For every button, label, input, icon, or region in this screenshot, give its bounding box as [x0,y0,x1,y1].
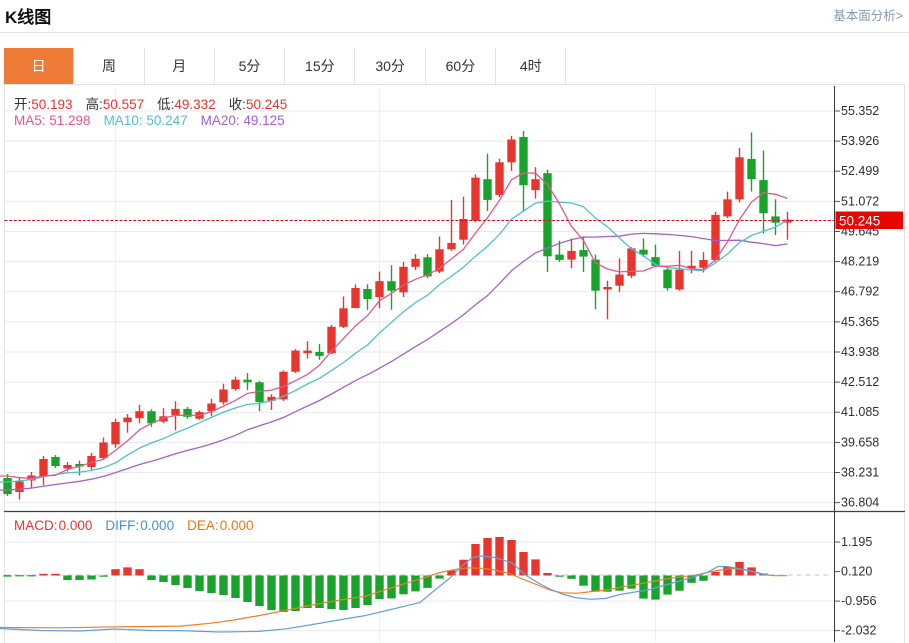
svg-text:48.219: 48.219 [841,255,879,269]
svg-text:45.365: 45.365 [841,315,879,329]
svg-text:36.804: 36.804 [841,496,879,510]
svg-text:46.792: 46.792 [841,285,879,299]
svg-text:38.231: 38.231 [841,466,879,480]
svg-text:55.352: 55.352 [841,104,879,118]
svg-text:53.926: 53.926 [841,134,879,148]
svg-text:-0.956: -0.956 [841,594,876,608]
svg-text:52.499: 52.499 [841,164,879,178]
svg-text:1.195: 1.195 [841,535,872,549]
svg-text:42.512: 42.512 [841,375,879,389]
svg-text:0.120: 0.120 [841,565,872,579]
svg-text:50.245: 50.245 [839,214,880,229]
svg-text:-2.032: -2.032 [841,624,876,638]
svg-text:43.938: 43.938 [841,345,879,359]
svg-text:51.072: 51.072 [841,194,879,208]
svg-text:39.658: 39.658 [841,435,879,449]
svg-text:41.085: 41.085 [841,405,879,419]
